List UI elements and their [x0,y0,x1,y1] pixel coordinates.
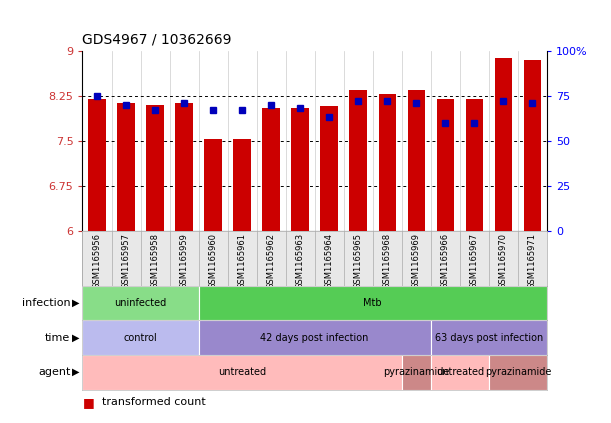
Text: GSM1165958: GSM1165958 [150,233,159,289]
Bar [175,104,193,231]
Bar [82,286,199,320]
Text: GSM1165971: GSM1165971 [528,233,537,289]
Text: GSM1165963: GSM1165963 [296,233,305,289]
Text: Mtb: Mtb [364,298,382,308]
Text: GSM1165965: GSM1165965 [354,233,363,289]
Text: GSM1165967: GSM1165967 [470,233,479,289]
Text: untreated: untreated [436,367,484,377]
Bar [117,104,135,231]
Text: ▶: ▶ [72,367,79,377]
Text: untreated: untreated [218,367,266,377]
Text: 63 days post infection: 63 days post infection [434,332,543,343]
Bar [349,90,367,231]
Bar [436,99,454,231]
Text: GSM1165968: GSM1165968 [382,233,392,289]
Bar [233,139,251,231]
Text: infection: infection [21,298,70,308]
Bar [524,60,541,231]
Bar [402,355,431,390]
Text: uninfected: uninfected [114,298,167,308]
Text: pyrazinamide: pyrazinamide [383,367,450,377]
Bar [263,108,280,231]
Text: GSM1165959: GSM1165959 [180,233,189,289]
Bar [489,355,547,390]
Bar [408,90,425,231]
Text: ■: ■ [82,421,94,423]
Text: transformed count: transformed count [102,397,206,407]
Bar [466,99,483,231]
Text: agent: agent [38,367,70,377]
Text: ■: ■ [82,396,94,409]
Text: time: time [45,332,70,343]
Text: ▶: ▶ [72,298,79,308]
Bar [199,320,431,355]
Text: GSM1165970: GSM1165970 [499,233,508,289]
Text: 42 days post infection: 42 days post infection [260,332,369,343]
Text: GSM1165966: GSM1165966 [441,233,450,289]
Text: GDS4967 / 10362669: GDS4967 / 10362669 [82,33,232,47]
Bar [431,355,489,390]
Bar [199,286,547,320]
Text: ▶: ▶ [72,332,79,343]
Bar [431,320,547,355]
Text: GSM1165961: GSM1165961 [238,233,247,289]
Text: GSM1165957: GSM1165957 [122,233,131,289]
Bar [379,94,396,231]
Text: GSM1165964: GSM1165964 [324,233,334,289]
Text: GSM1165956: GSM1165956 [92,233,101,289]
Text: GSM1165960: GSM1165960 [208,233,218,289]
Bar [82,320,199,355]
Bar [291,108,309,231]
Bar [89,99,106,231]
Text: GSM1165962: GSM1165962 [266,233,276,289]
Bar [495,58,512,231]
Bar [204,139,222,231]
Text: GSM1165969: GSM1165969 [412,233,421,289]
Bar [147,105,164,231]
Text: pyrazinamide: pyrazinamide [485,367,551,377]
Bar [82,355,402,390]
Text: control: control [123,332,158,343]
Bar [321,107,338,231]
